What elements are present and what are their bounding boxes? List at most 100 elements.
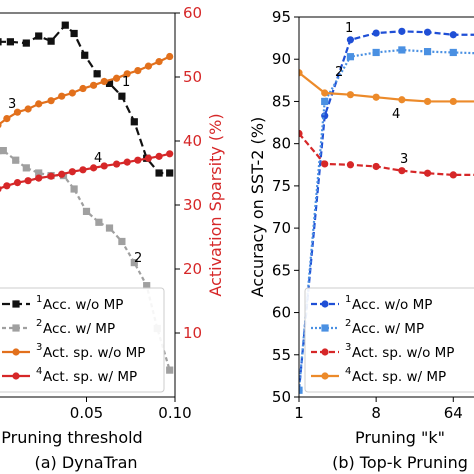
panel-a-series-2-point — [118, 237, 126, 246]
panel-b-legend-swatch-marker — [321, 324, 329, 332]
panel-a-y2-tick-label: 20 — [183, 260, 202, 278]
panel-a-series-1-point — [155, 169, 163, 177]
panel-b-series-3-point — [346, 161, 355, 169]
panel-b-series-3-point — [321, 160, 329, 168]
panel-a-series-1-point — [61, 21, 69, 29]
panel-b-legend-box — [304, 287, 474, 393]
panel-a-series-2-point — [70, 185, 78, 193]
panel-b-legend-item-1: 1 Acc. w/o MP — [311, 294, 432, 313]
panel-a-series-4-point — [100, 162, 108, 170]
panel-b-series-1-point — [398, 27, 406, 35]
panel-a-legend-swatch-marker — [12, 372, 20, 380]
panel-b-series-2-line — [299, 48, 474, 391]
panel-b-legend: 1 Acc. w/o MP2 Acc. w/ MP3 Act. sp. w/o MP4… — [304, 287, 474, 393]
panel-a-series-2-point — [0, 147, 7, 155]
panel-b-caption: (b) Top-k Pruning — [332, 453, 468, 472]
panel-b-series-2-point — [398, 46, 406, 54]
panel-a-series-3-point — [79, 84, 87, 93]
panel-b-legend-items: 1 Acc. w/o MP2 Acc. w/ MP3 Act. sp. w/o MP4… — [311, 294, 454, 385]
panel-a-series-3 — [0, 52, 174, 128]
panel-a-series-4-point — [68, 168, 76, 176]
panel-b-series-2 — [299, 46, 474, 394]
panel-a-series-3-point — [35, 100, 43, 108]
panel-a-series-1-line — [0, 23, 170, 175]
panel-b-series-4-tag: 4 — [392, 107, 400, 122]
panel-a-series-2-point — [95, 218, 103, 226]
panel-a-series-4 — [0, 150, 174, 192]
panel-b-series-1-tag: 1 — [345, 21, 353, 36]
panel-a-series-4-point — [58, 170, 66, 178]
panel-a-caption: (a) DynaTran — [34, 453, 137, 472]
panel-b-series-2-point — [346, 53, 355, 61]
panel-b-series-3-point — [423, 169, 432, 177]
panel-b-legend-label: Acc. w/ MP — [352, 321, 424, 337]
panel-a-legend-item-4: 4 Act. sp. w/ MP — [2, 366, 137, 385]
panel-b-series-1-point — [423, 28, 432, 36]
panel-b-series-1-point — [346, 36, 355, 44]
panel-b-series-3-point — [299, 129, 303, 138]
panel-b-series-3 — [299, 129, 474, 179]
panel-a-series-3-point — [100, 77, 108, 86]
panel-a-y2-tick-label: 10 — [183, 324, 202, 342]
panel-b-x-tick-label: 1 — [294, 404, 304, 422]
panel-a-series-3-point — [144, 62, 153, 70]
panel-a-legend-box — [0, 287, 165, 393]
panel-a-x-tick-label: 0.10 — [158, 404, 191, 422]
panel-a-series-2-line — [0, 149, 171, 371]
panel-a-series-3-point — [24, 105, 32, 113]
panel-b-legend-superscript: 1 — [345, 294, 351, 305]
panel-b-legend-swatch-marker — [321, 300, 329, 308]
panel-b-legend-label: Acc. w/o MP — [352, 297, 432, 313]
panel-b-x-axis-label: Pruning "k" — [355, 428, 445, 447]
panel-a-series-1-point — [81, 51, 89, 59]
panel-b-legend-swatch-marker — [321, 372, 329, 380]
panel-a-series-4-point — [3, 182, 11, 190]
panel-a-series-4-point — [13, 179, 22, 187]
panel-b-legend-item-4: 4 Act. sp. w/ MP — [311, 366, 446, 385]
panel-b-series-4-line — [299, 71, 474, 103]
panel-b-series-4-point — [299, 69, 303, 77]
panel-b-series: 1 2 3 4 — [299, 21, 474, 394]
panel-b-series-4-point — [372, 93, 380, 101]
panel-a-legend-swatch-marker — [12, 300, 20, 308]
panel-b-series-3-tag: 3 — [400, 152, 408, 167]
panel-b-series-3-line — [299, 132, 474, 177]
panel-b-series-4-point — [449, 97, 457, 106]
panel-a-series-4-tag: 4 — [94, 151, 102, 166]
panel-a-series-4-point — [144, 154, 153, 162]
panel-a-series-2-tag: 2 — [134, 251, 142, 266]
panel-a-y2-tick-label: 60 — [183, 4, 202, 22]
panel-a-series-4-point — [0, 186, 2, 192]
panel-b-legend-superscript: 2 — [345, 318, 351, 329]
panel-a-series-1-tag: 1 — [122, 75, 130, 90]
panel-b-series-2-point — [449, 48, 457, 57]
panel-a-series-3-point — [47, 97, 55, 105]
panel-b-y-ticks: 50 55 60 65 70 75 80 85 90 95 — [272, 8, 299, 406]
panel-a-series-2-point — [143, 282, 151, 290]
panel-b-y-tick-label: 95 — [272, 8, 291, 26]
panel-a-series-4-point — [166, 150, 174, 158]
panel-a-legend-superscript: 1 — [36, 294, 42, 305]
panel-b-series-2-tag: 2 — [335, 65, 343, 80]
panel-a-series-3-point — [13, 108, 22, 116]
panel-a-series-4-point — [79, 166, 87, 174]
panel-b-series-2-point — [299, 386, 303, 394]
panel-a-series-4-point — [123, 158, 131, 166]
panel-a-legend-item-1: 1 Acc. w/o MP — [2, 294, 123, 313]
panel-b-series-clip-group — [299, 27, 474, 394]
panel-a-series-1-point — [47, 37, 55, 45]
panel-a-series-1-point — [70, 29, 78, 38]
panel-a-legend-label: Act. sp. w/o MP — [43, 345, 145, 361]
panel-a-legend-swatch-marker — [12, 348, 20, 356]
panel-a-y2-tick-label: 50 — [183, 68, 202, 86]
panel-a-legend-items: 1 Acc. w/o MP2 Acc. w/ MP3 Act. sp. w/o MP4… — [2, 294, 145, 385]
panel-b-legend-item-3: 3 Act. sp. w/o MP — [311, 342, 454, 361]
panel-b-series-3-point — [398, 167, 406, 175]
panel-a-legend-superscript: 2 — [36, 318, 42, 329]
panel-b-y-tick-label: 65 — [272, 261, 291, 279]
panel-a-y2-axis-label: Activation Sparsity (%) — [206, 113, 225, 296]
panel-a-series-1-point — [6, 38, 14, 46]
panel-a-series-1-point — [93, 70, 101, 78]
panel-a-series-4-point — [89, 164, 98, 172]
